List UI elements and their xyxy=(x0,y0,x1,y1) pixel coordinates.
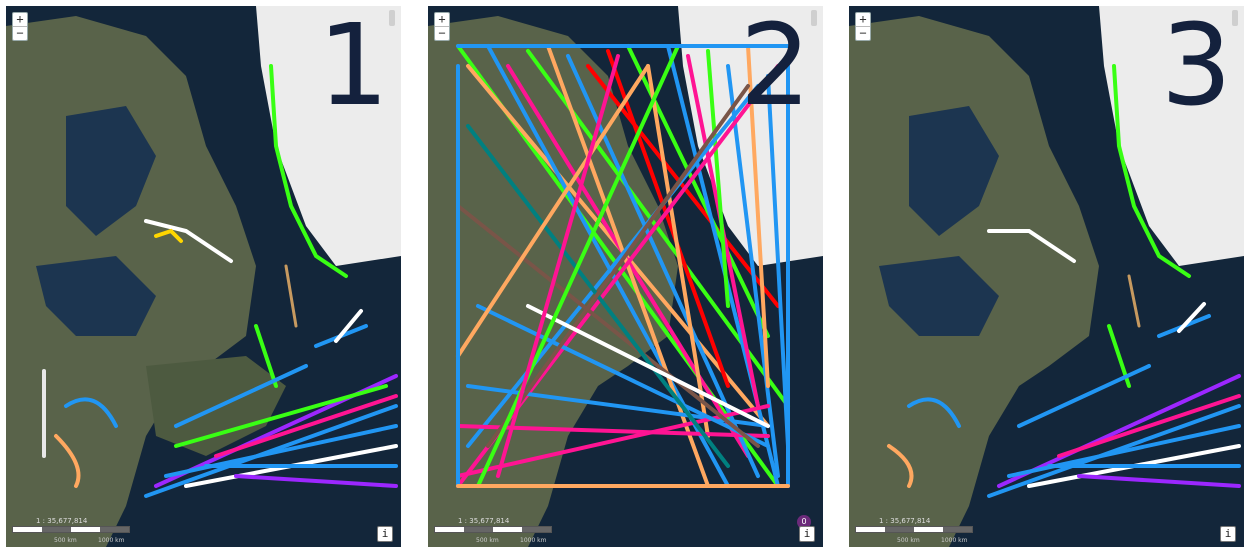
zoom-out-button[interactable]: − xyxy=(856,26,870,40)
scale-label-b: 1000 km xyxy=(941,537,968,544)
panel-number: 2 xyxy=(739,6,811,131)
scale-label-a: 500 km xyxy=(476,537,499,544)
scale-label-b: 1000 km xyxy=(98,537,125,544)
info-button[interactable]: i xyxy=(1220,526,1236,542)
panel-number: 3 xyxy=(1160,6,1232,131)
scrollbar[interactable] xyxy=(389,10,395,26)
zoom-out-button[interactable]: − xyxy=(13,26,27,40)
info-button[interactable]: i xyxy=(377,526,393,542)
scale-ratio: 1 : 35,677,814 xyxy=(879,517,931,525)
scale-ratio: 1 : 35,677,814 xyxy=(458,517,510,525)
scale-label-a: 500 km xyxy=(54,537,77,544)
map-canvas-3[interactable] xyxy=(849,6,1244,547)
zoom-control: + − xyxy=(434,12,450,41)
map-panel-3[interactable]: + − 3 1 : 35,677,814 500 km 1000 km i xyxy=(849,6,1244,547)
scale-label-a: 500 km xyxy=(897,537,920,544)
zoom-out-button[interactable]: − xyxy=(435,26,449,40)
info-button[interactable]: i xyxy=(799,526,815,542)
scale-bar xyxy=(434,526,552,533)
scrollbar[interactable] xyxy=(1232,10,1238,26)
scale-label-b: 1000 km xyxy=(520,537,547,544)
panel-number: 1 xyxy=(317,6,389,131)
zoom-in-button[interactable]: + xyxy=(859,12,867,26)
zoom-control: + − xyxy=(12,12,28,41)
zoom-in-button[interactable]: + xyxy=(16,12,24,26)
map-panel-2[interactable]: + − 2 1 : 35,677,814 500 km 1000 km 0 i xyxy=(428,6,823,547)
scale-ratio: 1 : 35,677,814 xyxy=(36,517,88,525)
map-canvas-2[interactable] xyxy=(428,6,823,547)
zoom-in-button[interactable]: + xyxy=(438,12,446,26)
scrollbar[interactable] xyxy=(811,10,817,26)
zoom-control: + − xyxy=(855,12,871,41)
scale-bar xyxy=(855,526,973,533)
scale-bar xyxy=(12,526,130,533)
map-panel-1[interactable]: + − 1 1 : 35,677,814 500 km 1000 km i xyxy=(6,6,401,547)
count-badge: 0 xyxy=(797,515,811,529)
map-canvas-1[interactable] xyxy=(6,6,401,547)
